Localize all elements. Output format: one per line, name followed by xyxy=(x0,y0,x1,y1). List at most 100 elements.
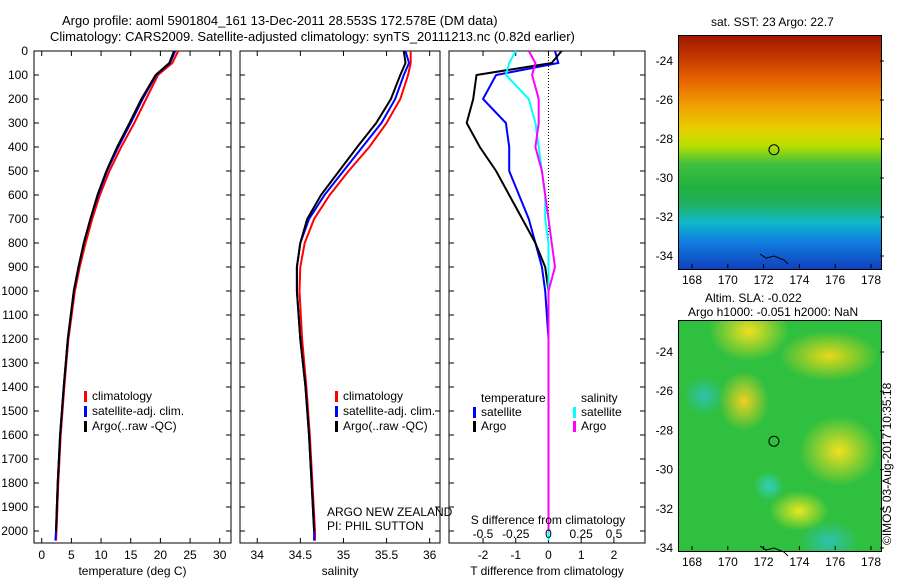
annotation-text: PI: PHIL SUTTON xyxy=(327,519,424,533)
depth-tick-label: 1000 xyxy=(1,284,28,298)
x-axis-label: T difference from climatology xyxy=(470,564,624,578)
x-tick-label: 0 xyxy=(545,548,552,562)
depth-tick-label: 100 xyxy=(8,68,28,82)
x-tick-label: 35 xyxy=(337,548,351,562)
depth-tick-label: 900 xyxy=(8,260,28,274)
legend-label: satellite-adj. clim. xyxy=(92,404,184,418)
imos-credit: ©IMOS 03-Aug-2017 10:35:18 xyxy=(880,382,894,545)
x2-tick-label: 0.25 xyxy=(570,527,594,541)
legend-title-temperature: temperature xyxy=(481,391,546,405)
lon-tick-label: 176 xyxy=(825,555,845,569)
plot-frame-2 xyxy=(448,50,646,544)
series-line-satellite-adj-clim- xyxy=(295,50,411,541)
legend-swatch xyxy=(84,421,87,432)
depth-tick-label: 600 xyxy=(8,188,28,202)
depth-tick-label: 1500 xyxy=(1,404,28,418)
legend-swatch xyxy=(335,406,338,417)
lon-tick-label: 170 xyxy=(718,273,738,287)
plot-frame-1 xyxy=(239,50,441,544)
series-line-temperature-argo xyxy=(465,50,563,531)
x-tick-label: 1 xyxy=(578,548,585,562)
depth-tick-label: 300 xyxy=(8,116,28,130)
lon-tick-label: 174 xyxy=(789,273,809,287)
title-line-1: Argo profile: aoml 5901804_161 13-Dec-20… xyxy=(62,13,498,28)
series-line-climatology xyxy=(55,50,180,541)
legend-swatch xyxy=(84,391,87,402)
legend-label: satellite-adj. clim. xyxy=(343,404,435,418)
x-tick-label: 34.5 xyxy=(289,548,313,562)
x-tick-label: 34 xyxy=(251,548,265,562)
x-tick-label: 36 xyxy=(423,548,437,562)
legend-label: Argo(..raw -QC) xyxy=(92,419,177,433)
lon-tick-label: 172 xyxy=(754,555,774,569)
depth-tick-label: 700 xyxy=(8,212,28,226)
lon-tick-label: 178 xyxy=(861,273,881,287)
legend-label: climatology xyxy=(343,389,403,403)
depth-tick-label: 1700 xyxy=(1,452,28,466)
x-axis-label: salinity xyxy=(322,564,359,578)
legend-swatch xyxy=(84,406,87,417)
depth-tick-label: 400 xyxy=(8,140,28,154)
legend-label: satellite xyxy=(481,405,522,419)
legend-label: Argo xyxy=(481,419,507,433)
sla-map-title-2: Argo h1000: -0.051 h2000: NaN xyxy=(688,305,859,319)
legend-title-salinity: salinity xyxy=(581,391,618,405)
x-tick-label: -2 xyxy=(478,548,489,562)
profile-plots: 0100200300400500600700800900100011001200… xyxy=(1,44,646,578)
legend-swatch xyxy=(473,421,476,432)
depth-tick-label: 1900 xyxy=(1,500,28,514)
series-line-climatology xyxy=(298,51,412,541)
x2-tick-label: 0.5 xyxy=(606,527,623,541)
x-tick-label: 35.5 xyxy=(375,548,399,562)
sla-map xyxy=(678,320,882,552)
x2-tick-label: -0.25 xyxy=(502,527,530,541)
x-tick-label: -1 xyxy=(510,548,521,562)
x2-tick-label: 0 xyxy=(545,527,552,541)
series-line-argo-raw-qc- xyxy=(55,50,175,532)
sst-map xyxy=(678,35,882,270)
depth-tick-label: 0 xyxy=(21,44,28,58)
x2-tick-label: -0.5 xyxy=(473,527,494,541)
series-line-temperature-satellite xyxy=(481,50,560,541)
x-tick-label: 5 xyxy=(68,548,75,562)
depth-tick-label: 1800 xyxy=(1,476,28,490)
depth-tick-label: 1400 xyxy=(1,380,28,394)
legend-label: satellite xyxy=(581,405,622,419)
legend-swatch xyxy=(335,421,338,432)
series-line-argo-raw-qc- xyxy=(295,50,407,532)
x-tick-label: 10 xyxy=(94,548,108,562)
sst-map-title: sat. SST: 23 Argo: 22.7 xyxy=(711,15,834,29)
depth-tick-label: 500 xyxy=(8,164,28,178)
lon-tick-label: 168 xyxy=(682,555,702,569)
depth-tick-label: 1100 xyxy=(2,308,28,322)
sla-map-title-1: Altim. SLA: -0.022 xyxy=(705,291,802,305)
x-axis-label: temperature (deg C) xyxy=(78,564,186,578)
lon-tick-label: 174 xyxy=(789,555,809,569)
lon-tick-label: 168 xyxy=(682,273,702,287)
series-line-salinity-argo xyxy=(527,50,557,531)
lon-tick-label: 178 xyxy=(861,555,881,569)
x-tick-label: 2 xyxy=(611,548,618,562)
depth-tick-label: 1300 xyxy=(1,356,28,370)
lon-tick-label: 170 xyxy=(718,555,738,569)
legend-label: Argo xyxy=(581,419,607,433)
series-line-salinity-satellite xyxy=(504,50,550,541)
annotation-text: ARGO NEW ZEALAND xyxy=(327,505,453,519)
plot-frame-0 xyxy=(33,50,232,544)
depth-tick-label: 200 xyxy=(8,92,28,106)
depth-tick-label: 800 xyxy=(8,236,28,250)
x-tick-label: 0 xyxy=(38,548,45,562)
lon-tick-label: 172 xyxy=(754,273,774,287)
title-line-2: Climatology: CARS2009. Satellite-adjuste… xyxy=(50,29,575,44)
depth-tick-label: 2000 xyxy=(1,524,28,538)
x2-axis-label: S difference from climatology xyxy=(471,513,626,527)
x-tick-label: 15 xyxy=(124,548,138,562)
x-tick-label: 20 xyxy=(154,548,168,562)
legend-label: climatology xyxy=(92,389,152,403)
legend-swatch xyxy=(573,421,576,432)
x-tick-label: 30 xyxy=(213,548,227,562)
depth-tick-label: 1200 xyxy=(1,332,28,346)
legend-label: Argo(..raw -QC) xyxy=(343,419,428,433)
depth-tick-label: 1600 xyxy=(1,428,28,442)
